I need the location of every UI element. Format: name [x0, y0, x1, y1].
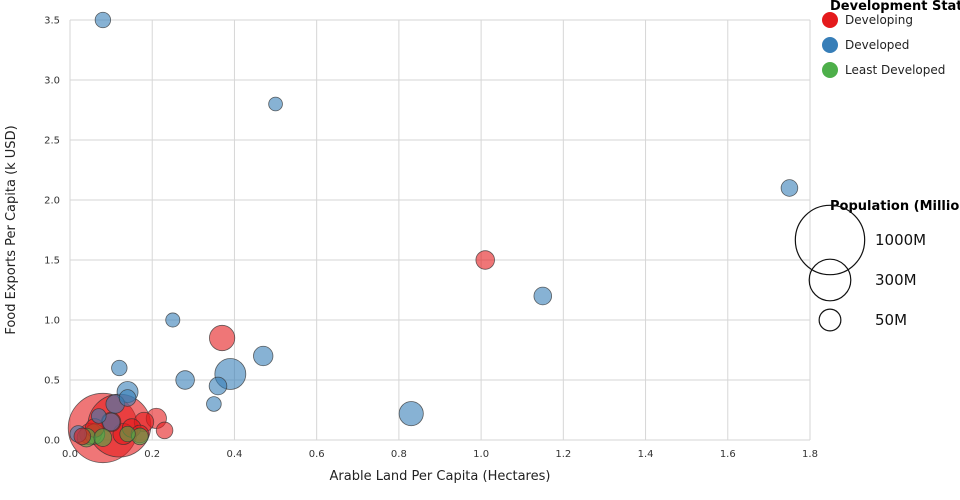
bubble-developed — [165, 312, 181, 328]
x-tick-label: 0.0 — [62, 449, 78, 460]
y-tick-label: 0.0 — [44, 436, 60, 447]
size-legend-label: 1000M — [875, 231, 926, 249]
legend-label: Least Developed — [845, 63, 945, 77]
legend-label: Developed — [845, 38, 909, 52]
axis-ticks: 0.0 0.2 0.4 0.6 0.8 1.0 1.2 1.4 1.6 1.8 0.0 0.5 1.0 1… — [44, 16, 818, 461]
y-tick-label: 1.0 — [44, 316, 60, 327]
x-tick-label: 1.0 — [473, 449, 489, 460]
bubble-developing — [209, 324, 236, 352]
bubble-developed — [118, 389, 137, 407]
y-tick-label: 2.5 — [44, 136, 60, 147]
x-tick-label: 1.6 — [720, 449, 736, 460]
x-tick-label: 1.8 — [802, 449, 818, 460]
y-tick-label: 3.5 — [44, 16, 60, 27]
size-legend-title: Population (Millions) — [830, 199, 960, 214]
bubble-developed — [175, 370, 195, 390]
x-tick-label: 0.2 — [144, 449, 160, 460]
bubble-developed — [91, 408, 107, 424]
bubble-developed — [94, 11, 112, 29]
bubble-developing — [155, 421, 174, 440]
x-tick-label: 0.8 — [391, 449, 407, 460]
size-legend-circle — [808, 258, 852, 302]
y-tick-label: 0.5 — [44, 376, 60, 387]
x-axis-title: Arable Land Per Capita (Hectares) — [330, 469, 551, 484]
y-tick-label: 2.0 — [44, 196, 60, 207]
legend-swatch — [822, 12, 838, 28]
size-legend-circle — [794, 204, 866, 276]
bubble-least-developed — [93, 428, 113, 447]
bubble-developed — [253, 345, 274, 367]
size-legend: Population (Millions) 1000M 300M 50M — [794, 199, 960, 332]
size-legend-label: 50M — [875, 311, 907, 329]
bubble-developed — [208, 376, 228, 396]
x-tick-label: 0.6 — [309, 449, 325, 460]
bubble-developed — [268, 96, 283, 112]
bubble-developed — [780, 179, 799, 197]
legend-swatch — [822, 62, 838, 78]
x-tick-label: 1.4 — [638, 449, 654, 460]
size-legend-label: 300M — [875, 271, 917, 289]
bubble-developing — [475, 250, 495, 270]
legend-label: Developing — [845, 13, 913, 27]
x-tick-label: 1.2 — [555, 449, 571, 460]
color-legend-title: Development Status — [830, 0, 960, 14]
y-axis-title: Food Exports Per Capita (k USD) — [4, 125, 19, 334]
legend-swatch — [822, 37, 838, 53]
y-tick-label: 3.0 — [44, 76, 60, 87]
x-tick-label: 0.4 — [226, 449, 242, 460]
bubble-developed — [533, 286, 553, 306]
y-tick-label: 1.5 — [44, 256, 60, 267]
bubble-developed — [398, 401, 424, 427]
bubbles — [67, 11, 799, 464]
bubble-developed — [111, 359, 128, 377]
bubble-developing — [73, 427, 92, 446]
size-legend-circle — [818, 308, 842, 332]
color-legend: Development Status Developing Developed Le… — [822, 0, 960, 78]
bubble-least-developed — [119, 425, 136, 443]
bubble-developed — [206, 396, 222, 412]
